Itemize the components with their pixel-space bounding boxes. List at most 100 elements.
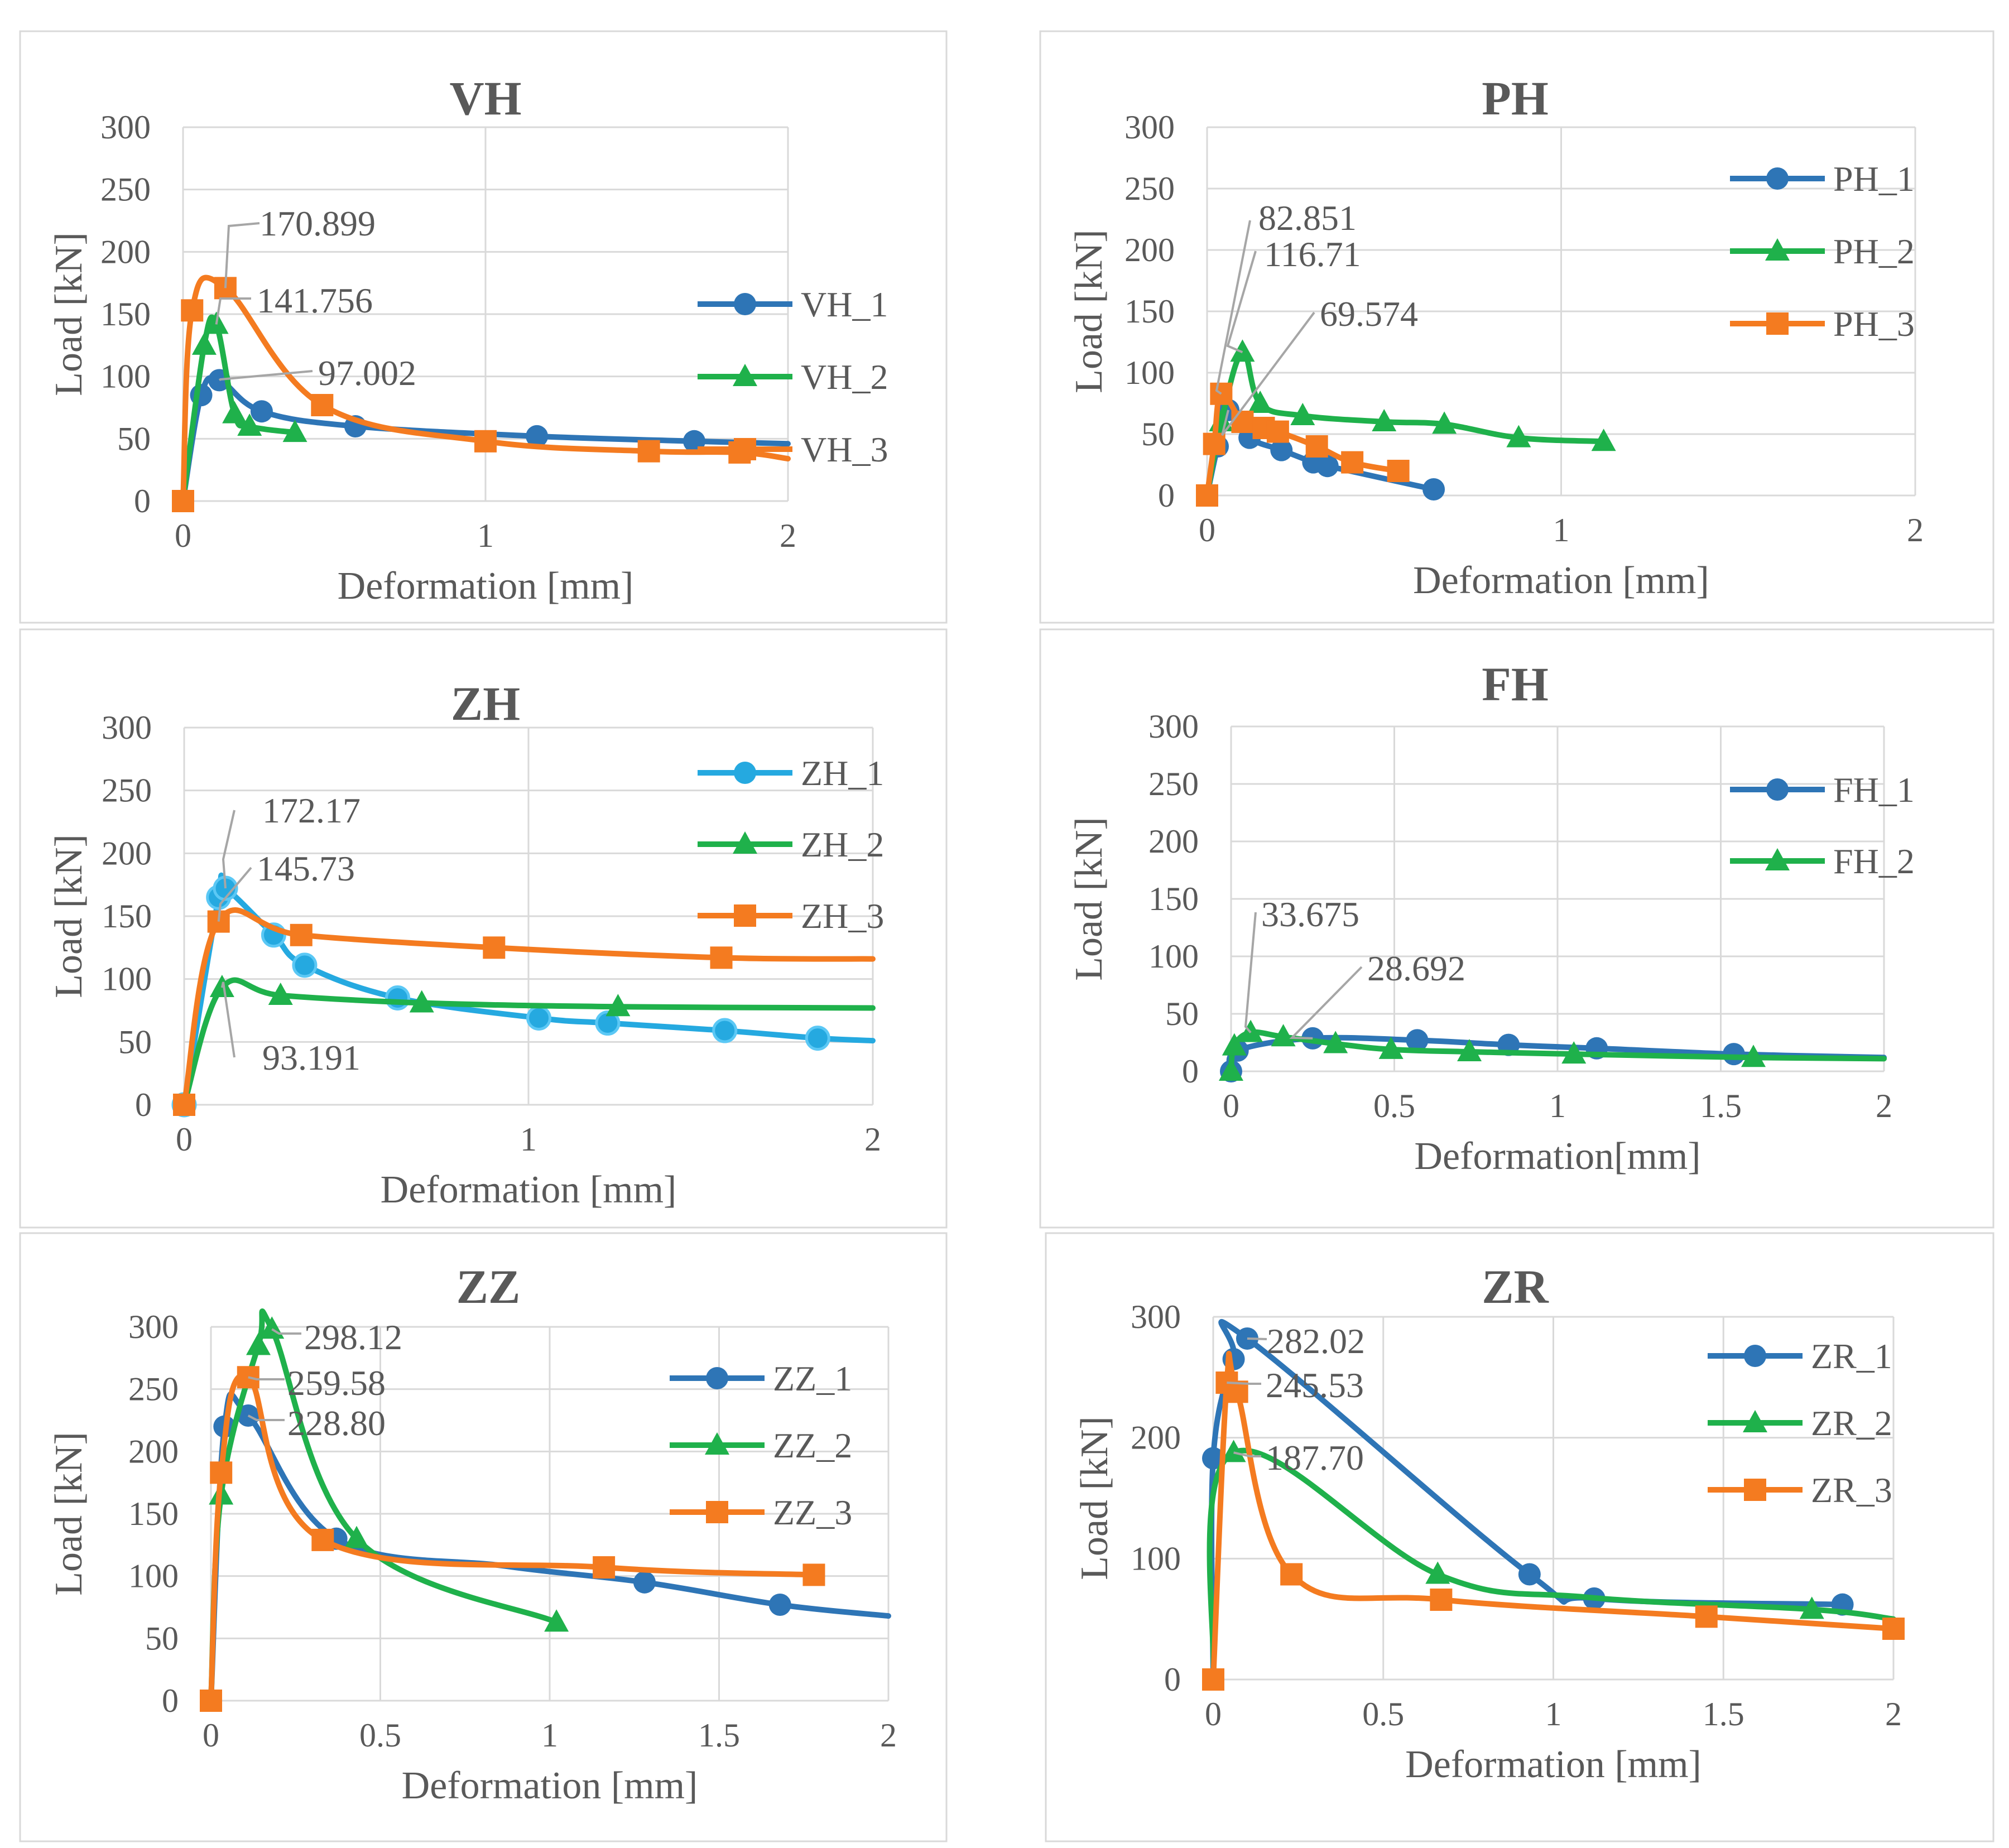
y-axis-label: Load [kN] (47, 1432, 90, 1596)
legend-entry-FH_1: FH_1 (1730, 770, 1915, 810)
x-tick-label: 2 (1876, 1087, 1892, 1124)
y-tick-label: 300 (1131, 1298, 1181, 1335)
chart-title: ZZ (456, 1260, 521, 1313)
x-tick-label: 2 (880, 1717, 897, 1754)
data-point (526, 425, 549, 447)
data-point (1387, 460, 1410, 482)
y-axis-label: Load [kN] (1073, 1416, 1116, 1580)
y-tick-label: 150 (1148, 880, 1199, 917)
data-point (483, 936, 506, 959)
series-line (181, 907, 876, 1108)
data-label: 282.02 (1247, 1321, 1365, 1361)
chart-fh: 0 50 100 150 200 250 300 0 0.5 1 1.5 2 FH Deformation… (1039, 628, 1994, 1229)
legend-label: FH_1 (1833, 770, 1915, 810)
data-point (1280, 1563, 1303, 1586)
data-point (595, 1010, 621, 1036)
data-point (1202, 1668, 1224, 1691)
legend-marker (1766, 167, 1789, 190)
y-tick-label: 100 (1124, 354, 1175, 391)
x-tick-label: 0.5 (1362, 1696, 1404, 1732)
data-point (181, 299, 204, 322)
data-point (409, 990, 434, 1013)
y-tick-label: 200 (1124, 232, 1175, 268)
legend-marker (1766, 312, 1789, 335)
y-tick-label: 0 (1164, 1661, 1181, 1698)
data-point (593, 1556, 616, 1579)
x-tick-label: 1.5 (698, 1717, 740, 1754)
data-label: 28.692 (1289, 949, 1465, 1040)
data-point (1561, 1041, 1587, 1064)
data-label: 116.71 (1226, 234, 1361, 354)
leader-line (247, 1414, 285, 1421)
legend-marker (734, 438, 756, 460)
legend-marker (706, 1501, 728, 1523)
data-point (1305, 435, 1328, 458)
data-point (1722, 1043, 1745, 1066)
leader-line (1226, 251, 1257, 354)
chart-zr: 0 100 200 300 0 0.5 1 1.5 2 ZR Deformation [mm] Loa… (1045, 1232, 1994, 1842)
y-axis-label: Load [kN] (47, 232, 90, 396)
data-point (1266, 420, 1289, 443)
data-point (1799, 1596, 1824, 1619)
legend-marker (1765, 848, 1790, 870)
y-tick-label: 250 (1124, 170, 1175, 207)
y-tick-label: 200 (1131, 1419, 1181, 1456)
chart-title: VH (450, 71, 522, 125)
data-point (1506, 425, 1531, 447)
data-label-text: 187.70 (1266, 1438, 1364, 1478)
y-tick-label: 50 (117, 420, 151, 457)
legend-label: ZH_1 (801, 753, 884, 793)
data-label: 187.70 (1233, 1438, 1364, 1478)
data-point (282, 420, 307, 442)
legend-marker (705, 1432, 729, 1455)
chart-title: FH (1482, 657, 1548, 711)
y-tick-label: 0 (1158, 477, 1175, 514)
data-point (173, 1094, 195, 1116)
y-tick-label: 100 (1148, 938, 1199, 975)
data-point (1378, 1036, 1404, 1059)
data-point (1270, 439, 1293, 461)
y-tick-label: 300 (102, 709, 152, 746)
data-point (1290, 403, 1315, 425)
y-tick-label: 300 (1124, 109, 1175, 146)
data-point (1591, 429, 1616, 451)
data-point (802, 1563, 825, 1586)
series-PH_3 (1196, 382, 1410, 507)
legend-label: ZR_1 (1811, 1336, 1892, 1376)
legend-entry-ZR_2: ZR_2 (1708, 1403, 1892, 1443)
legend-marker (1766, 778, 1789, 801)
data-label-text: 141.756 (257, 281, 373, 320)
legend-marker (1744, 1345, 1766, 1367)
y-tick-label: 150 (100, 296, 151, 333)
chart-frame (1039, 628, 1994, 1229)
x-tick-label: 1 (1549, 1087, 1566, 1124)
legend-entry-ZZ_3: ZZ_3 (670, 1493, 852, 1532)
x-axis-label: Deformation [mm] (402, 1764, 698, 1807)
series-ZH_3 (173, 907, 876, 1116)
series-ZH_1 (171, 872, 876, 1118)
y-tick-label: 200 (128, 1433, 179, 1470)
chart-zz: 0 50 100 150 200 250 300 0 0.5 1 1.5 2 ZZ Deformation… (19, 1232, 948, 1842)
y-tick-label: 100 (1131, 1540, 1181, 1577)
legend-entry-PH_1: PH_1 (1730, 159, 1915, 199)
x-tick-label: 2 (1885, 1696, 1902, 1732)
x-axis-label: Deformation [mm] (338, 565, 634, 608)
y-tick-label: 150 (128, 1495, 179, 1532)
legend-label: ZZ_2 (773, 1426, 852, 1465)
x-axis-label: Deformation [mm] (381, 1168, 677, 1211)
x-tick-label: 0 (1223, 1087, 1239, 1124)
data-point (544, 1609, 569, 1632)
data-point (1231, 411, 1254, 433)
legend-entry-PH_3: PH_3 (1730, 304, 1915, 344)
data-point (768, 1594, 791, 1616)
chart-title: ZH (451, 677, 520, 730)
y-tick-label: 50 (118, 1023, 152, 1060)
y-tick-label: 200 (1148, 823, 1199, 860)
x-tick-label: 1 (1545, 1696, 1562, 1732)
chart-frame (19, 628, 948, 1229)
y-tick-label: 50 (145, 1620, 179, 1657)
x-tick-label: 0 (1199, 512, 1215, 548)
leader-line (1233, 1451, 1261, 1457)
data-label: 69.574 (1221, 294, 1418, 436)
